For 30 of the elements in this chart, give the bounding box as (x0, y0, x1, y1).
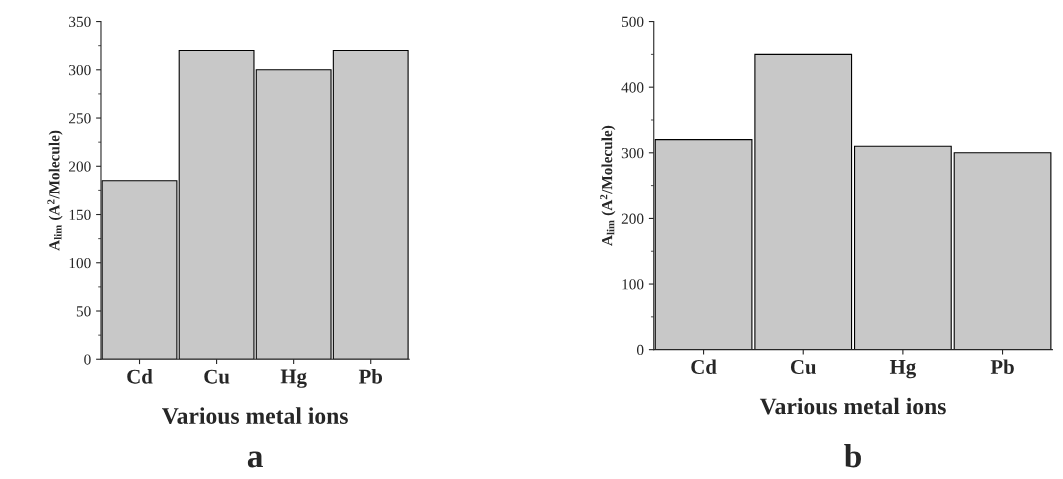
x-tick-label: Cu (790, 360, 816, 375)
y-tick-label: 200 (621, 213, 644, 224)
y-tick-label: 0 (636, 344, 644, 356)
bar (853, 145, 952, 350)
y-tick-label: 300 (69, 64, 91, 76)
x-tick-label: Pb (990, 359, 1014, 375)
x-tick-label: Hg (889, 360, 916, 379)
y-tick-label: 350 (69, 16, 91, 28)
text: b (844, 443, 861, 468)
y-tick-label: 200 (69, 161, 91, 172)
x-axis-title: Various metal ions (759, 397, 946, 415)
y-tick-label: 100 (69, 257, 91, 269)
y-axis-title: A$_{lim}$ (A$^{2}$/Molecule) (600, 125, 616, 246)
bar (953, 152, 1052, 350)
y-tick-label: 50 (76, 306, 91, 317)
x-tick-label: Hg (280, 369, 307, 388)
x-tick-label: Cd (127, 368, 153, 384)
y-tick-label: 250 (69, 113, 91, 124)
y-tick-label: 300 (621, 147, 644, 159)
y-tick-label: 500 (621, 16, 644, 28)
x-axis-title: Various metal ions (162, 407, 348, 425)
y-tick-label: 150 (69, 209, 91, 220)
x-tick-label: Cd (691, 359, 717, 375)
text: a (247, 451, 263, 468)
y-tick-label: 0 (84, 354, 91, 365)
x-tick-label: Pb (358, 368, 383, 384)
y-axis-title: A$_{lim}$ (A$^{2}$/Molecule) (47, 130, 63, 251)
y-tick-label: 400 (621, 82, 644, 93)
y-tick-label: 100 (622, 279, 644, 290)
x-tick-label: Cu (204, 369, 230, 384)
